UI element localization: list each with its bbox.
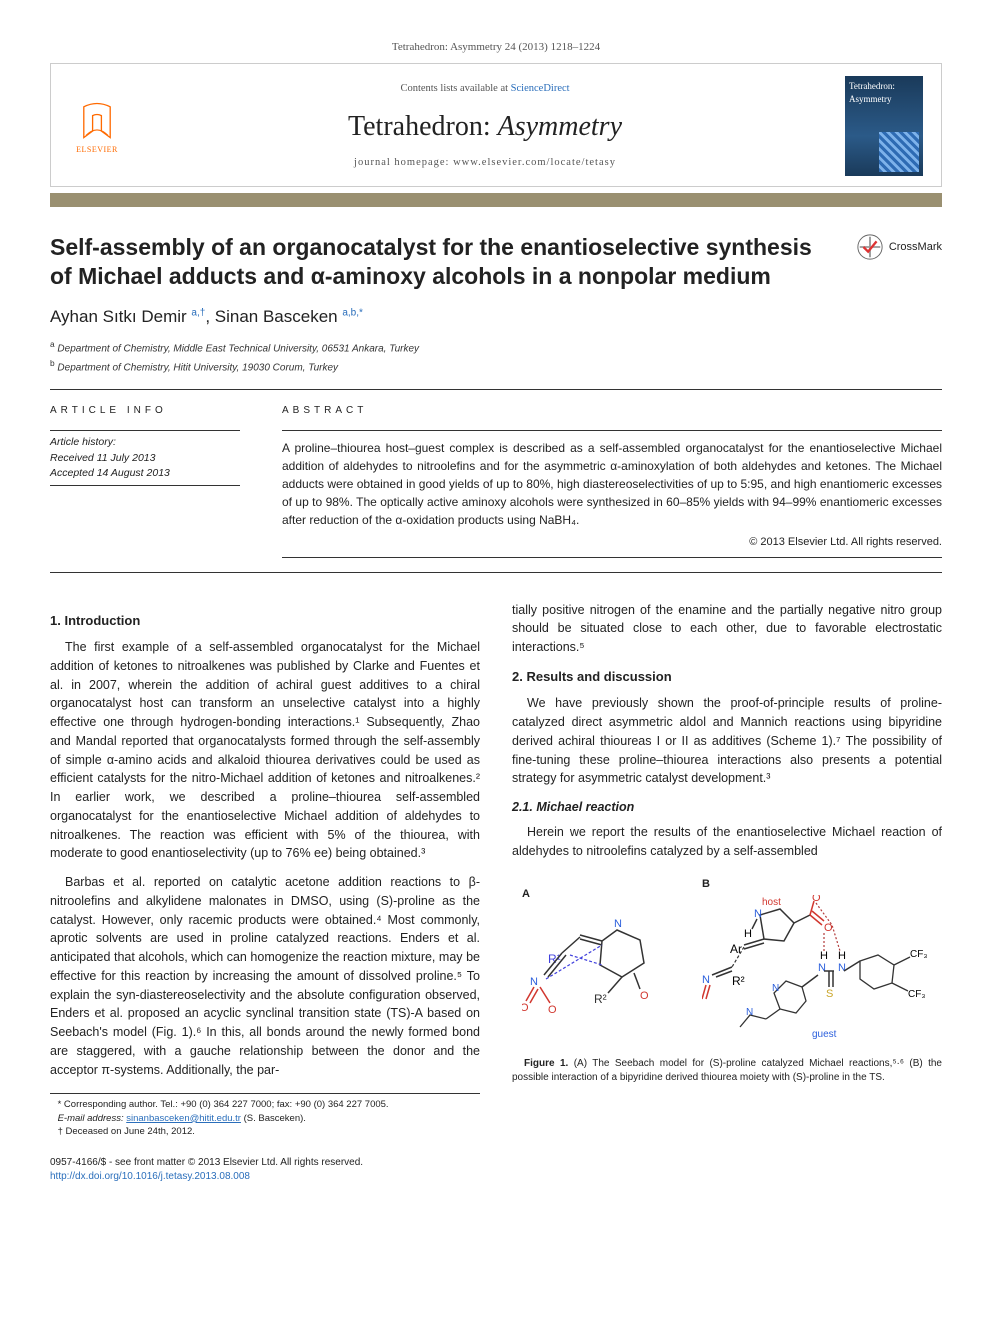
accepted-date: Accepted 14 August 2013 — [50, 467, 170, 479]
article-title: Self-assembly of an organocatalyst for t… — [50, 233, 838, 291]
doi-link[interactable]: http://dx.doi.org/10.1016/j.tetasy.2013.… — [50, 1171, 250, 1182]
svg-text:H: H — [820, 950, 828, 962]
svg-text:N: N — [702, 974, 710, 986]
figure-1-caption-label: Figure 1. — [524, 1058, 568, 1069]
journal-name-main: Tetrahedron: — [348, 111, 498, 142]
history-label: Article history: — [50, 436, 116, 448]
svg-text:O: O — [812, 895, 821, 904]
svg-text:H: H — [744, 928, 752, 940]
section-divider — [50, 389, 942, 390]
abstract-copyright: © 2013 Elsevier Ltd. All rights reserved… — [282, 535, 942, 550]
doi-block: 0957-4166/$ - see front matter © 2013 El… — [50, 1156, 480, 1184]
svg-text:O: O — [548, 1004, 557, 1016]
panel-b-structure: host guest N H O O — [702, 895, 932, 1045]
svg-text:R²: R² — [732, 974, 745, 988]
elsevier-logo-text: ELSEVIER — [76, 144, 118, 155]
svg-text:R²: R² — [594, 992, 607, 1006]
svg-text:N: N — [530, 976, 538, 988]
svg-text:O: O — [824, 922, 833, 934]
email-who: (S. Basceken). — [244, 1113, 306, 1124]
journal-reference: Tetrahedron: Asymmetry 24 (2013) 1218–12… — [50, 40, 942, 55]
svg-text:O: O — [522, 1002, 529, 1014]
svg-text:N: N — [818, 962, 826, 974]
cover-image — [879, 132, 919, 172]
doi-value: 10.1016/j.tetasy.2013.08.008 — [122, 1171, 250, 1182]
figure-1: A N O R² R¹ — [512, 870, 942, 1085]
abstract-text: A proline–thiourea host–guest complex is… — [282, 439, 942, 529]
svg-text:CF₃: CF₃ — [910, 949, 927, 960]
cover-title: Tetrahedron: Asymmetry — [849, 80, 919, 105]
footnotes: * Corresponding author. Tel.: +90 (0) 36… — [50, 1093, 480, 1138]
contents-available: Contents lists available at ScienceDirec… — [143, 82, 827, 97]
svg-text:CF₃: CF₃ — [908, 989, 925, 1000]
journal-name: Tetrahedron: Asymmetry — [143, 107, 827, 146]
article-history: Article history: Received 11 July 2013 A… — [50, 435, 250, 481]
figure-1-panel-b: B host guest N H O O — [702, 876, 932, 1045]
svg-text:H: H — [838, 950, 846, 962]
sciencedirect-link[interactable]: ScienceDirect — [511, 83, 570, 94]
intro-para-2: Barbas et al. reported on catalytic acet… — [50, 873, 480, 1079]
figure-1-caption: Figure 1. (A) The Seebach model for (S)-… — [512, 1057, 942, 1085]
affiliation: a Department of Chemistry, Middle East T… — [50, 339, 942, 356]
crossmark-label: CrossMark — [889, 240, 942, 255]
svg-text:N: N — [614, 918, 622, 930]
michael-heading: 2.1. Michael reaction — [512, 798, 942, 817]
intro-para-1: The first example of a self-assembled or… — [50, 638, 480, 863]
svg-text:host: host — [762, 897, 781, 908]
svg-text:guest: guest — [812, 1029, 837, 1040]
contents-prefix: Contents lists available at — [400, 83, 510, 94]
section-divider-lower — [50, 572, 942, 573]
affiliation: b Department of Chemistry, Hitit Univers… — [50, 358, 942, 375]
intro-heading: 1. Introduction — [50, 611, 480, 631]
homepage-url[interactable]: www.elsevier.com/locate/tetasy — [453, 157, 616, 168]
email-line: E-mail address: sinanbasceken@hitit.edu.… — [50, 1112, 480, 1125]
elsevier-logo: ELSEVIER — [69, 94, 125, 158]
panel-a-label: A — [522, 886, 672, 903]
results-para-1: We have previously shown the proof-of-pr… — [512, 694, 942, 788]
svg-text:N: N — [746, 1007, 753, 1018]
doi-prefix: http://dx.doi.org/ — [50, 1171, 122, 1182]
svg-text:N: N — [754, 908, 762, 920]
author-email-link[interactable]: sinanbasceken@hitit.edu.tr — [126, 1113, 241, 1124]
figure-1-panel-a: A N O R² R¹ — [522, 886, 672, 1035]
journal-header: ELSEVIER Contents lists available at Sci… — [50, 63, 942, 187]
crossmark-badge[interactable]: CrossMark — [856, 233, 942, 261]
crossmark-icon — [856, 233, 884, 261]
panel-a-structure: N O R² R¹ N O — [522, 905, 672, 1035]
journal-name-italic: Asymmetry — [498, 111, 622, 142]
journal-homepage: journal homepage: www.elsevier.com/locat… — [143, 156, 827, 171]
abstract-heading: ABSTRACT — [282, 404, 942, 418]
svg-text:O: O — [640, 990, 649, 1002]
front-matter-line: 0957-4166/$ - see front matter © 2013 El… — [50, 1156, 480, 1170]
panel-b-label: B — [702, 876, 932, 893]
figure-1-caption-text: (A) The Seebach model for (S)-proline ca… — [512, 1058, 942, 1083]
cover-thumbnail: Tetrahedron: Asymmetry — [845, 76, 923, 176]
deceased-note: † Deceased on June 24th, 2012. — [50, 1125, 480, 1138]
homepage-label: journal homepage: — [354, 157, 453, 168]
decorative-rule — [50, 193, 942, 207]
col2-continuation: tially positive nitrogen of the enamine … — [512, 601, 942, 657]
author-list: Ayhan Sıtkı Demir a,†, Sinan Basceken a,… — [50, 305, 942, 329]
article-info-heading: ARTICLE INFO — [50, 404, 250, 418]
svg-text:N: N — [772, 983, 779, 994]
article-body: 1. Introduction The first example of a s… — [50, 601, 942, 1185]
michael-para-1: Herein we report the results of the enan… — [512, 823, 942, 861]
email-label: E-mail address: — [58, 1113, 127, 1124]
svg-text:S: S — [826, 988, 833, 1000]
svg-text:N: N — [838, 962, 846, 974]
results-heading: 2. Results and discussion — [512, 667, 942, 687]
received-date: Received 11 July 2013 — [50, 452, 155, 464]
corresponding-author: * Corresponding author. Tel.: +90 (0) 36… — [50, 1098, 480, 1111]
